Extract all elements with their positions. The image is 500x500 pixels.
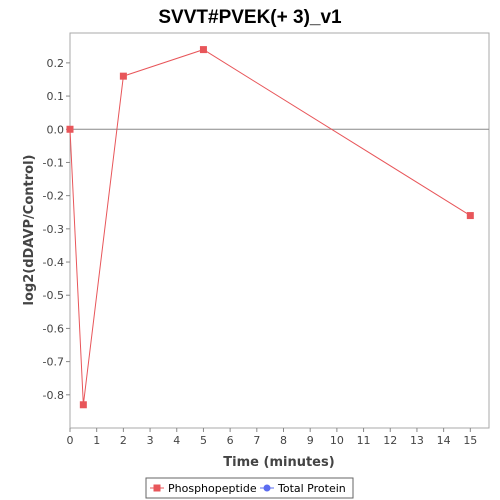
y-tick-label: -0.6	[43, 322, 64, 335]
y-tick-label: -0.5	[43, 289, 64, 302]
x-tick-label: 2	[120, 434, 127, 447]
x-tick-label: 10	[330, 434, 344, 447]
data-point	[66, 125, 74, 133]
x-tick-label: 11	[357, 434, 371, 447]
y-axis-title: log2(dDAVP/Control)	[22, 155, 37, 306]
x-tick-label: 3	[147, 434, 154, 447]
y-tick-label: -0.2	[43, 190, 64, 203]
x-tick-label: 8	[280, 434, 287, 447]
legend-label: Total Protein	[277, 482, 346, 495]
x-tick-label: 14	[437, 434, 451, 447]
data-point	[119, 72, 127, 80]
x-tick-label: 12	[383, 434, 397, 447]
y-axis: 0.2 0.1 0.0 -0.1 -0.2 -0.3 -0.4 -0.5 -0.6 -0.7 -0.…	[43, 57, 70, 402]
series-layer	[66, 46, 474, 409]
x-tick-label: 6	[227, 434, 234, 447]
x-tick-label: 7	[253, 434, 260, 447]
legend-marker	[153, 484, 161, 492]
legend-label: Phosphopeptide	[168, 482, 257, 495]
x-tick-label: 13	[410, 434, 424, 447]
x-tick-label: 9	[307, 434, 314, 447]
x-axis: 0 1 2 3 4 5 6 7 8 9 10 11 12 13 14 15	[67, 428, 477, 447]
y-tick-label: 0.0	[47, 123, 65, 136]
legend: Phosphopeptide Total Protein	[145, 477, 354, 499]
y-tick-label: 0.2	[47, 57, 65, 70]
y-tick-label: -0.3	[43, 223, 64, 236]
legend-box	[145, 477, 354, 499]
y-tick-label: 0.1	[47, 90, 65, 103]
legend-item: Phosphopeptide	[150, 482, 257, 495]
x-axis-title: Time (minutes)	[223, 455, 334, 470]
y-tick-label: -0.8	[43, 389, 64, 402]
legend-item: Total Protein	[260, 482, 346, 495]
x-tick-label: 15	[463, 434, 477, 447]
data-point	[79, 401, 87, 409]
x-tick-label: 1	[93, 434, 100, 447]
x-tick-label: 0	[67, 434, 74, 447]
x-tick-label: 5	[200, 434, 207, 447]
chart-title: SVVT#PVEK(+ 3)_v1	[158, 7, 342, 28]
data-point	[199, 46, 207, 54]
plot-area	[69, 32, 490, 429]
x-tick-label: 4	[173, 434, 180, 447]
data-point	[466, 212, 474, 220]
y-tick-label: -0.7	[43, 356, 64, 369]
y-tick-label: -0.1	[43, 156, 64, 169]
y-tick-label: -0.4	[43, 256, 64, 269]
legend-marker	[263, 484, 271, 492]
